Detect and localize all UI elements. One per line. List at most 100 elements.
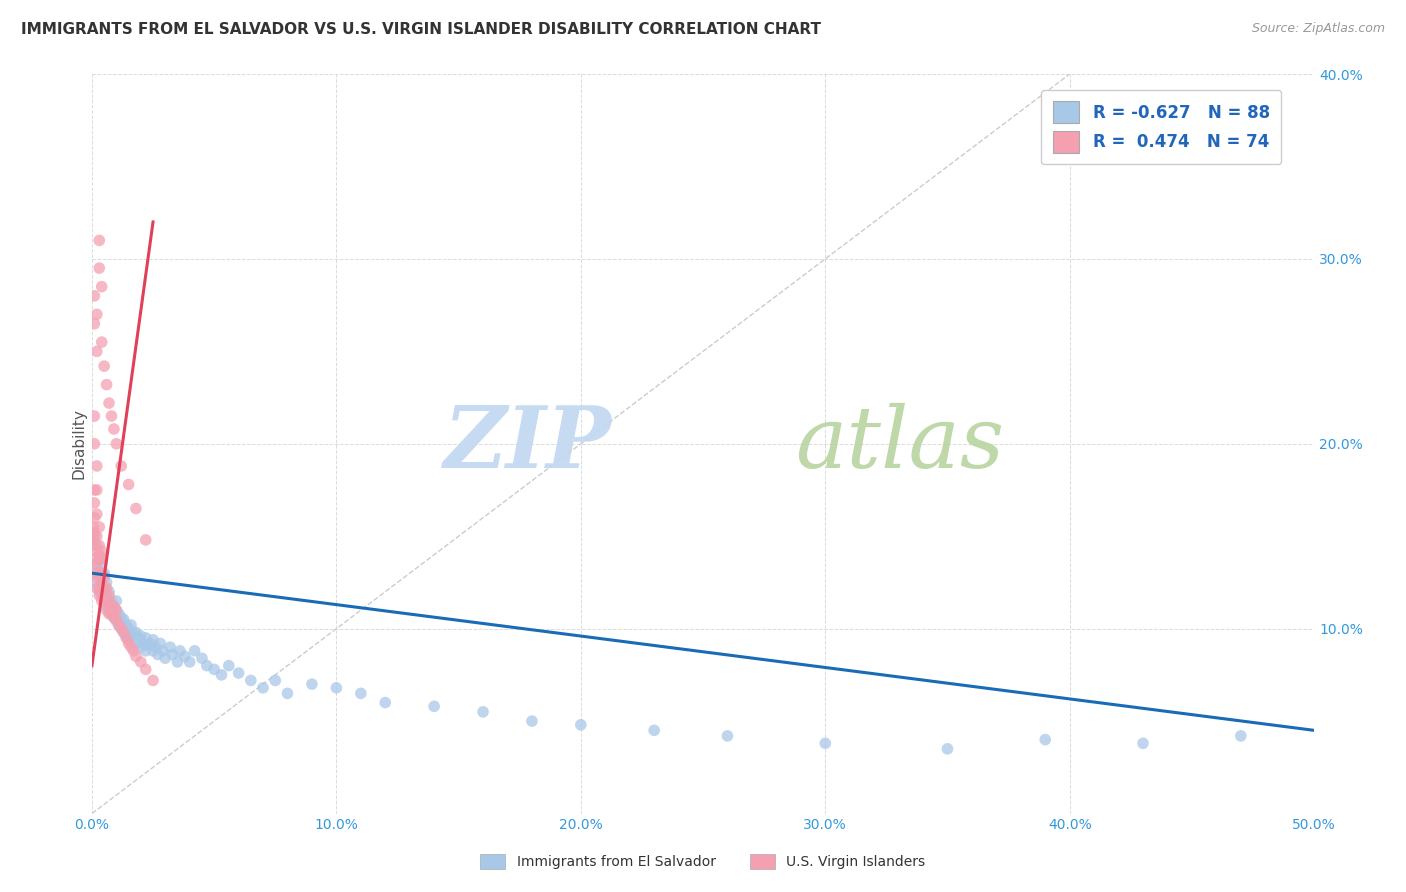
Point: [120, 618, 142, 632]
Point: [96, 377, 118, 392]
Point: [202, 662, 225, 676]
Point: [108, 618, 131, 632]
Point: [166, 655, 188, 669]
Text: ZIP: ZIP: [443, 402, 612, 485]
Point: [159, 640, 181, 655]
Point: [146, 648, 169, 662]
Point: [112, 625, 135, 640]
Point: [98, 584, 121, 599]
Point: [96, 581, 118, 595]
Point: [125, 501, 148, 516]
Text: Source: ZipAtlas.com: Source: ZipAtlas.com: [1251, 22, 1385, 36]
Point: [142, 673, 165, 688]
Point: [100, 594, 122, 608]
Point: [83, 529, 105, 543]
Point: [105, 603, 128, 617]
Point: [90, 551, 112, 566]
Point: [108, 607, 131, 621]
Point: [86, 570, 108, 584]
Point: [96, 594, 118, 608]
Point: [89, 566, 111, 581]
Y-axis label: Disability: Disability: [72, 409, 86, 479]
Point: [90, 594, 112, 608]
Point: [83, 539, 105, 553]
Point: [110, 622, 132, 636]
Point: [83, 551, 105, 566]
Point: [83, 409, 105, 423]
Point: [142, 644, 165, 658]
Point: [125, 649, 148, 664]
Point: [89, 551, 111, 566]
Point: [110, 610, 132, 624]
Point: [89, 588, 111, 602]
Point: [155, 651, 177, 665]
Point: [129, 640, 152, 655]
Point: [86, 581, 108, 595]
Point: [716, 729, 738, 743]
Point: [98, 594, 121, 608]
Point: [83, 566, 105, 581]
Point: [86, 544, 108, 558]
Point: [136, 638, 159, 652]
Point: [129, 629, 152, 643]
Point: [350, 686, 373, 700]
Point: [83, 289, 105, 303]
Point: [105, 603, 128, 617]
Point: [86, 458, 108, 473]
Point: [110, 458, 132, 473]
Point: [90, 279, 112, 293]
Point: [82, 533, 104, 547]
Point: [264, 673, 287, 688]
Point: [115, 629, 138, 643]
Point: [110, 622, 132, 636]
Point: [179, 655, 201, 669]
Point: [89, 566, 111, 581]
Point: [86, 307, 108, 321]
Legend: R = -0.627   N = 88, R =  0.474   N = 74: R = -0.627 N = 88, R = 0.474 N = 74: [1040, 90, 1281, 164]
Point: [122, 644, 145, 658]
Point: [105, 612, 128, 626]
Point: [93, 566, 115, 581]
Point: [103, 599, 125, 614]
Point: [145, 640, 167, 655]
Point: [1230, 729, 1253, 743]
Point: [83, 437, 105, 451]
Point: [90, 575, 112, 590]
Point: [117, 477, 139, 491]
Point: [569, 718, 592, 732]
Point: [276, 686, 298, 700]
Point: [98, 607, 121, 621]
Point: [98, 396, 121, 410]
Point: [191, 651, 214, 665]
Point: [90, 557, 112, 571]
Point: [105, 437, 128, 451]
Point: [98, 588, 121, 602]
Point: [86, 344, 108, 359]
Point: [814, 736, 837, 750]
Point: [86, 483, 108, 497]
Point: [129, 655, 152, 669]
Point: [83, 496, 105, 510]
Point: [103, 599, 125, 614]
Point: [149, 636, 172, 650]
Point: [125, 636, 148, 650]
Point: [135, 631, 157, 645]
Point: [89, 539, 111, 553]
Point: [135, 533, 157, 547]
Point: [142, 632, 165, 647]
Point: [82, 520, 104, 534]
Point: [83, 510, 105, 524]
Point: [218, 658, 240, 673]
Point: [162, 648, 184, 662]
Point: [117, 622, 139, 636]
Point: [86, 575, 108, 590]
Point: [139, 636, 162, 650]
Point: [83, 566, 105, 581]
Point: [228, 666, 250, 681]
Point: [115, 631, 138, 645]
Point: [100, 607, 122, 621]
Point: [120, 640, 142, 655]
Point: [135, 644, 157, 658]
Point: [117, 632, 139, 647]
Point: [100, 409, 122, 423]
